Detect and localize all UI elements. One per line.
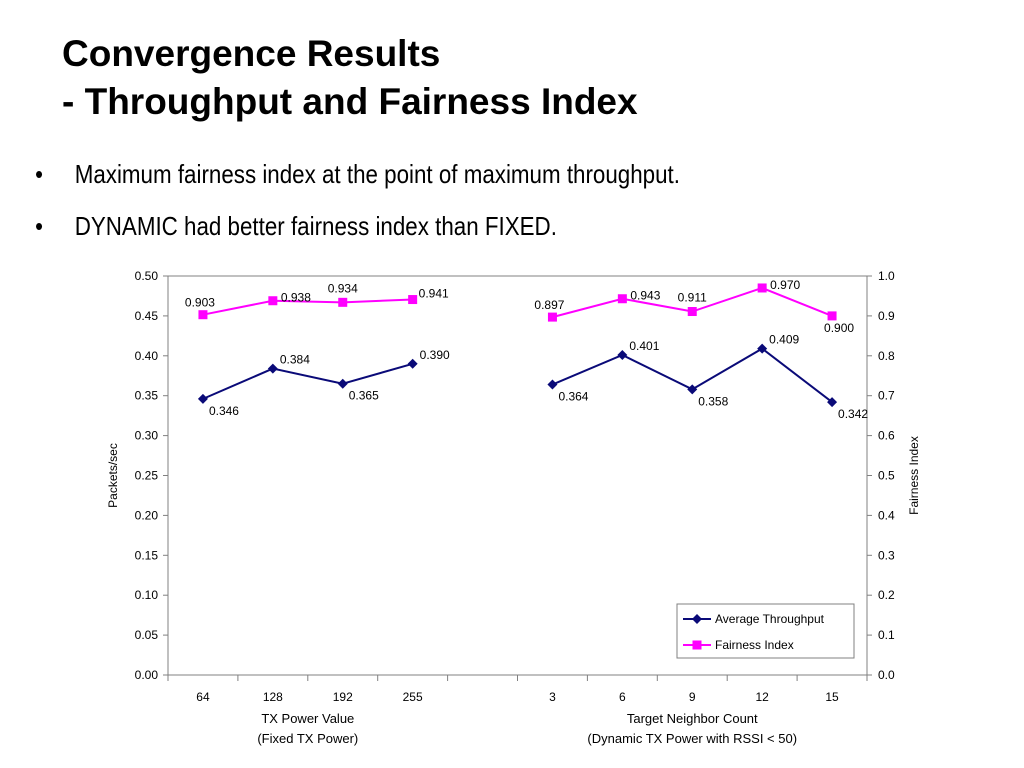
- right-axis-tick-label: 0.0: [878, 668, 895, 682]
- left-axis-tick-label: 0.25: [135, 469, 159, 483]
- x-axis-tick-label: 6: [619, 690, 626, 704]
- data-point: [617, 350, 628, 361]
- data-label: 0.897: [534, 298, 564, 312]
- data-label: 0.911: [678, 291, 707, 305]
- data-label: 0.970: [770, 278, 800, 292]
- data-point: [827, 311, 837, 321]
- left-axis-tick-label: 0.30: [135, 429, 159, 443]
- data-label: 0.364: [558, 390, 588, 404]
- right-axis-tick-label: 0.9: [878, 309, 895, 323]
- data-label: 0.365: [349, 389, 379, 403]
- x-group-label: Target Neighbor Count: [627, 711, 758, 726]
- legend-diamond-icon: [692, 614, 702, 624]
- data-label: 0.934: [328, 281, 358, 295]
- x-axis-tick-label: 255: [403, 690, 423, 704]
- data-label: 0.900: [824, 321, 854, 335]
- x-axis-tick-label: 9: [689, 690, 696, 704]
- series-line: [202, 298, 413, 316]
- data-point: [757, 343, 768, 354]
- x-axis-tick-label: 128: [263, 690, 283, 704]
- data-point: [407, 358, 418, 369]
- data-label: 0.941: [419, 287, 449, 301]
- right-axis-tick-label: 0.8: [878, 349, 895, 363]
- left-axis-tick-label: 0.45: [135, 309, 159, 323]
- data-point: [338, 297, 348, 307]
- data-label: 0.384: [280, 353, 310, 367]
- left-axis-tick-label: 0.00: [135, 668, 159, 682]
- data-label: 0.390: [420, 348, 450, 362]
- bullet-item: • DYNAMIC had better fairness index than…: [30, 200, 680, 252]
- legend-entry-label: Fairness Index: [715, 638, 794, 652]
- x-axis-tick-label: 192: [333, 690, 353, 704]
- x-axis-tick-label: 3: [549, 690, 556, 704]
- right-axis-tick-label: 0.1: [878, 628, 895, 642]
- legend-square-icon: [692, 640, 702, 650]
- slide-title: Convergence Results - Throughput and Fai…: [62, 30, 638, 126]
- data-point: [827, 397, 838, 408]
- left-axis-tick-label: 0.15: [135, 548, 159, 562]
- series-line: [202, 362, 413, 400]
- legend-box: [676, 603, 855, 659]
- x-group-sublabel: (Fixed TX Power): [257, 731, 358, 746]
- right-axis-tick-label: 0.6: [878, 429, 895, 443]
- slide-title-line-1: Convergence Results: [62, 33, 441, 74]
- right-axis-tick-label: 0.3: [878, 548, 895, 562]
- bullet-text: Maximum fairness index at the point of m…: [74, 159, 680, 189]
- left-axis-tick-label: 0.05: [135, 628, 159, 642]
- data-point: [547, 312, 557, 322]
- left-axis-title: Packets/sec: [106, 443, 120, 508]
- data-label: 0.938: [281, 291, 311, 305]
- data-label: 0.401: [629, 339, 659, 353]
- right-axis-title: Fairness Index: [907, 436, 921, 515]
- bullet-icon: •: [35, 211, 43, 241]
- right-axis-tick-label: 1.0: [878, 269, 895, 283]
- data-point: [268, 296, 278, 306]
- data-point: [337, 378, 348, 389]
- data-point: [198, 310, 208, 320]
- data-label: 0.346: [209, 404, 239, 418]
- data-point: [687, 307, 697, 317]
- data-label: 0.342: [838, 407, 868, 421]
- data-point: [197, 393, 208, 404]
- x-group-label: TX Power Value: [261, 711, 354, 726]
- left-axis-tick-label: 0.10: [135, 588, 159, 602]
- right-axis-tick-label: 0.4: [878, 508, 895, 522]
- left-axis-tick-label: 0.50: [135, 269, 159, 283]
- right-axis-tick-label: 0.5: [878, 469, 895, 483]
- x-axis-tick-label: 64: [196, 690, 210, 704]
- data-point: [757, 283, 767, 293]
- legend-entry-label: Average Throughput: [715, 612, 825, 626]
- slide-title-line-2: - Throughput and Fairness Index: [62, 81, 638, 122]
- data-point: [547, 379, 558, 390]
- data-label: 0.943: [630, 289, 660, 303]
- right-axis-tick-label: 0.2: [878, 588, 895, 602]
- left-axis-tick-label: 0.20: [135, 508, 159, 522]
- x-group-sublabel: (Dynamic TX Power with RSSI < 50): [587, 731, 797, 746]
- data-point: [687, 384, 698, 395]
- bullet-icon: •: [35, 159, 43, 189]
- x-axis-tick-label: 12: [755, 690, 769, 704]
- data-point: [267, 363, 278, 374]
- data-point: [617, 294, 627, 304]
- bullet-list: • Maximum fairness index at the point of…: [30, 148, 680, 252]
- bullet-item: • Maximum fairness index at the point of…: [30, 148, 680, 200]
- data-point: [408, 295, 418, 305]
- data-label: 0.409: [769, 333, 799, 347]
- data-label: 0.358: [698, 394, 728, 408]
- left-axis-tick-label: 0.35: [135, 389, 159, 403]
- bullet-text: DYNAMIC had better fairness index than F…: [74, 211, 557, 241]
- data-label: 0.903: [185, 296, 215, 310]
- right-axis-tick-label: 0.7: [878, 389, 895, 403]
- left-axis-tick-label: 0.40: [135, 349, 159, 363]
- x-axis-tick-label: 15: [825, 690, 839, 704]
